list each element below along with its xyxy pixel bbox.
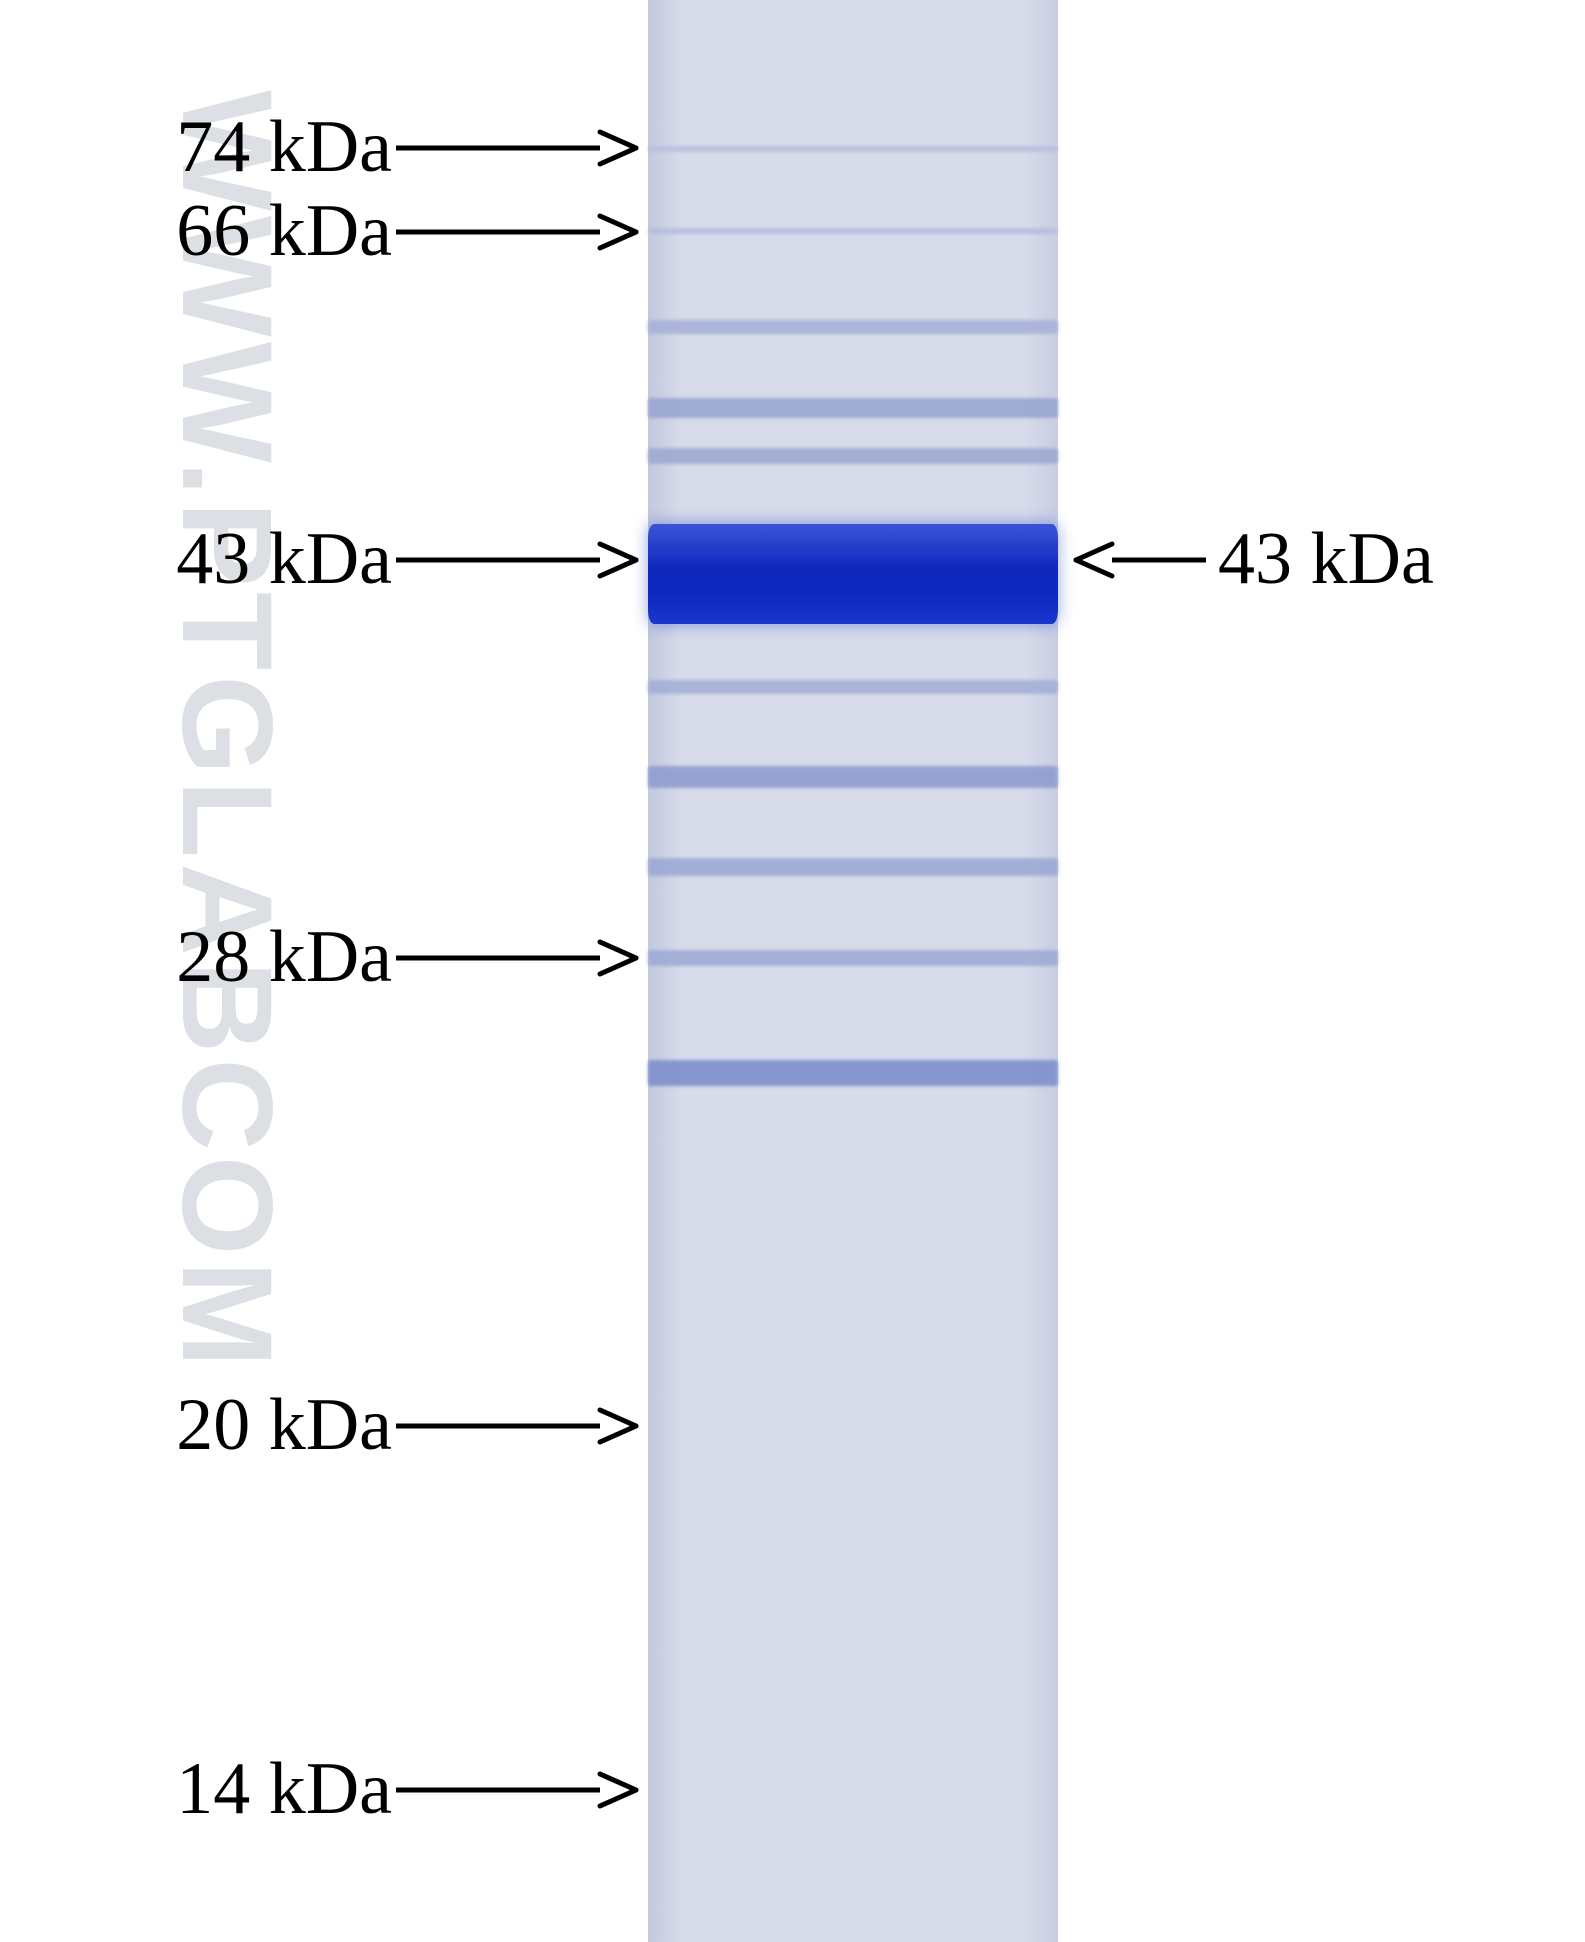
marker-arrow xyxy=(376,938,656,978)
marker-arrow xyxy=(376,212,656,252)
protein-band xyxy=(648,398,1058,418)
watermark-text: WWW.PTGLABCOM xyxy=(153,90,300,1372)
main-protein-band xyxy=(648,524,1058,624)
protein-band xyxy=(648,680,1058,694)
protein-band xyxy=(648,146,1058,152)
marker-label: 43 kDa xyxy=(176,517,392,602)
marker-arrow xyxy=(376,128,656,168)
protein-band xyxy=(648,448,1058,464)
marker-label: 14 kDa xyxy=(176,1747,392,1832)
marker-label: 20 kDa xyxy=(176,1383,392,1468)
target-arrow xyxy=(1056,540,1226,580)
marker-arrow xyxy=(376,1770,656,1810)
marker-arrow xyxy=(376,540,656,580)
protein-band xyxy=(648,766,1058,788)
marker-label: 28 kDa xyxy=(176,915,392,1000)
protein-band xyxy=(648,1060,1058,1086)
marker-label: 74 kDa xyxy=(176,105,392,190)
protein-band xyxy=(648,858,1058,876)
marker-arrow xyxy=(376,1406,656,1446)
protein-band xyxy=(648,320,1058,334)
gel-image-canvas: WWW.PTGLABCOM 74 kDa66 kDa 43 kDa 28 kDa 20… xyxy=(0,0,1585,1942)
protein-band xyxy=(648,228,1058,234)
target-band-label: 43 kDa xyxy=(1218,517,1434,602)
protein-band xyxy=(648,950,1058,966)
gel-lane xyxy=(648,0,1058,1942)
marker-label: 66 kDa xyxy=(176,189,392,274)
